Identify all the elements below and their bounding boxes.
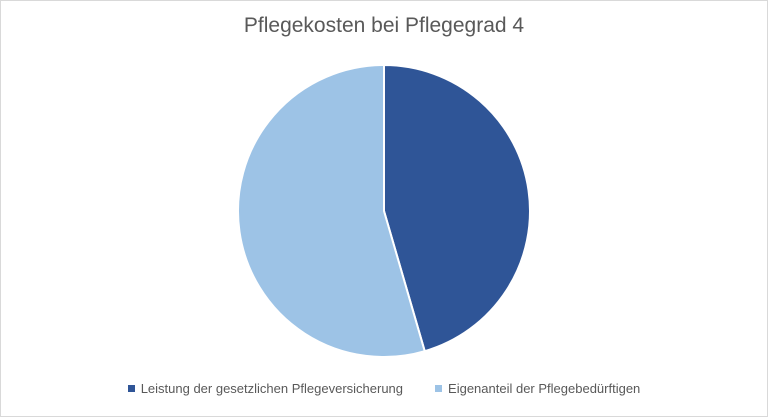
legend-swatch-leistung (127, 385, 135, 392)
legend-label-eigenanteil: Eigenanteil der Pflegebedürftigen (448, 381, 641, 396)
pie-slice-leistung (383, 63, 531, 353)
legend-swatch-eigenanteil (435, 385, 443, 392)
legend-label-leistung: Leistung der gesetzlichen Pflegeversiche… (140, 381, 404, 396)
legend-item-eigenanteil: Eigenanteil der Pflegebedürftigen (435, 381, 640, 396)
chart-title: Pflegekosten bei Pflegegrad 4 (243, 14, 525, 37)
legend-item-leistung: Leistung der gesetzlichen Pflegeversiche… (127, 381, 404, 396)
legend: Leistung der gesetzlichen Pflegeversiche… (0, 381, 768, 396)
pie-slice-eigenanteil (237, 63, 426, 358)
